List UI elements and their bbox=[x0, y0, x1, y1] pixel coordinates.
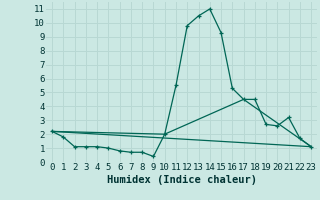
X-axis label: Humidex (Indice chaleur): Humidex (Indice chaleur) bbox=[107, 175, 257, 185]
